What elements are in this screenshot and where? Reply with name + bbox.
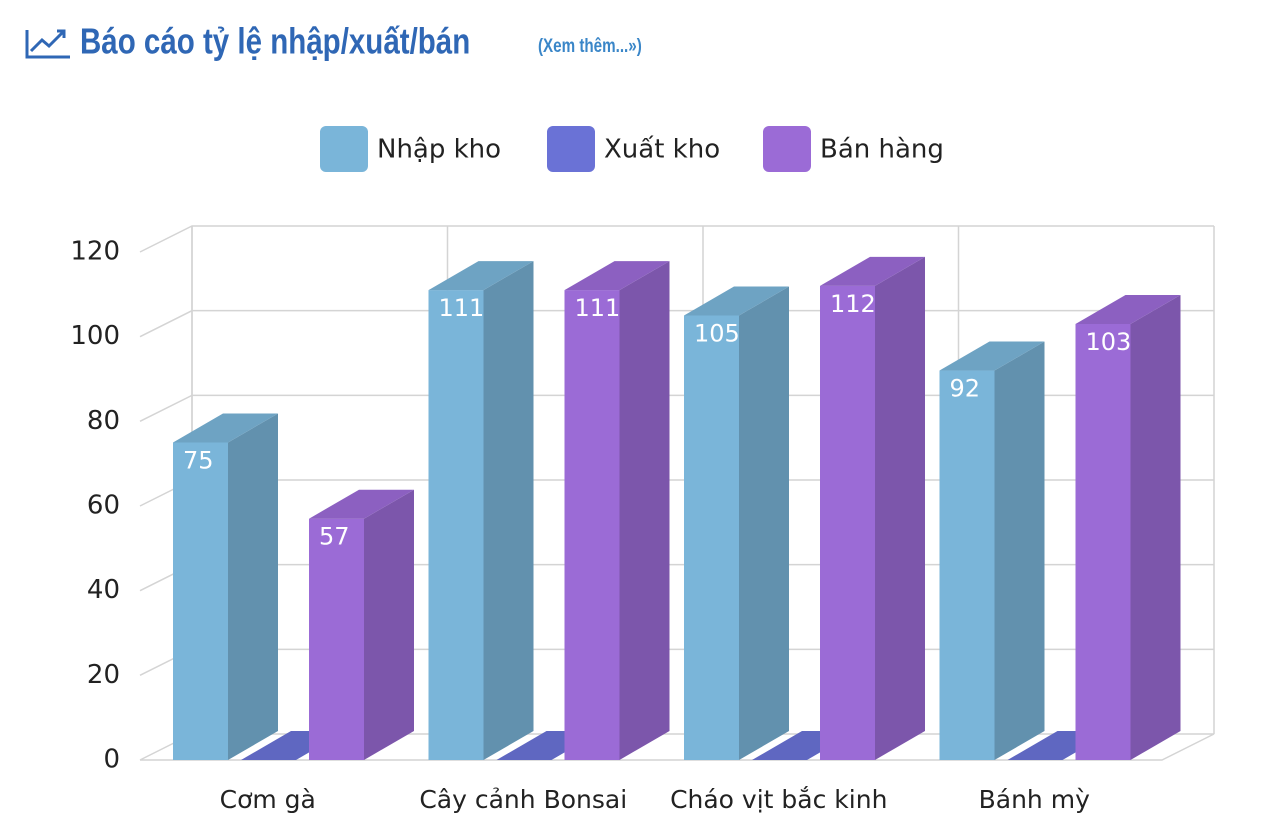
- bar-top: [684, 286, 789, 316]
- bar-front: [173, 442, 228, 760]
- bar-front: [684, 315, 739, 760]
- x-tick-label: Bánh mỳ: [979, 785, 1090, 814]
- value-label: 105: [694, 320, 740, 348]
- legend-swatch: [547, 126, 595, 172]
- grid-line: [139, 394, 1214, 423]
- x-tick-label: Cây cảnh Bonsai: [419, 785, 627, 814]
- legend-swatch: [763, 126, 811, 172]
- bar-side: [739, 286, 789, 760]
- bar-front: [428, 290, 484, 760]
- y-tick-label: 80: [87, 406, 120, 436]
- bar-top: [428, 261, 534, 291]
- legend-swatch: [320, 126, 368, 172]
- value-label: 111: [575, 294, 621, 322]
- grid-line: [139, 309, 1214, 338]
- value-label: 75: [183, 447, 214, 475]
- bar-front: [309, 518, 364, 760]
- bar-side: [619, 261, 670, 760]
- legend: Nhập kho Xuất kho Bán hàng: [320, 126, 944, 172]
- value-label: 92: [950, 375, 981, 403]
- chart-title: Báo cáo tỷ lệ nhập/xuất/bán: [80, 21, 470, 61]
- bar-top: [173, 413, 278, 443]
- bar-side: [994, 341, 1045, 760]
- see-more-link[interactable]: (Xem thêm...»): [538, 34, 642, 56]
- value-label: 111: [439, 294, 485, 322]
- y-tick-label: 0: [103, 745, 120, 775]
- y-tick-label: 100: [70, 321, 120, 351]
- bar-top: [820, 256, 925, 286]
- y-tick-label: 120: [70, 237, 120, 267]
- bar-side: [364, 489, 414, 760]
- x-tick-label: Cháo vịt bắc kinh: [670, 785, 887, 814]
- bar-side: [1130, 294, 1181, 760]
- value-label: 103: [1086, 328, 1132, 356]
- bar-side: [483, 261, 534, 760]
- legend-label: Xuất kho: [604, 135, 720, 165]
- plot-area: 0 20 40 60 80 100 120 75 57 Cơm gà 111 111 Cây cảnh …: [70, 225, 1215, 814]
- x-tick-label: Cơm gà: [220, 785, 316, 814]
- legend-label: Nhập kho: [377, 135, 501, 165]
- bar-front: [820, 285, 875, 760]
- grid-line: [139, 479, 1214, 507]
- grid-line: [139, 225, 1214, 253]
- value-label: 57: [319, 523, 350, 551]
- bar-top: [564, 261, 670, 291]
- grid-line: [139, 648, 1214, 677]
- grid-line: [139, 563, 1214, 592]
- title-icon: [25, 29, 70, 59]
- bar-top: [309, 489, 414, 519]
- bar-top: [939, 341, 1045, 371]
- bar-front: [1075, 323, 1131, 760]
- bar-side: [875, 256, 925, 760]
- y-tick-label: 40: [87, 575, 120, 605]
- y-tick-label: 60: [87, 491, 120, 521]
- bar-front: [564, 290, 620, 760]
- value-label: 112: [830, 290, 876, 318]
- legend-label: Bán hàng: [820, 135, 944, 165]
- bar-top: [1075, 294, 1181, 324]
- bar-side: [228, 413, 278, 760]
- bar-front: [939, 370, 995, 760]
- y-tick-label: 20: [87, 660, 120, 690]
